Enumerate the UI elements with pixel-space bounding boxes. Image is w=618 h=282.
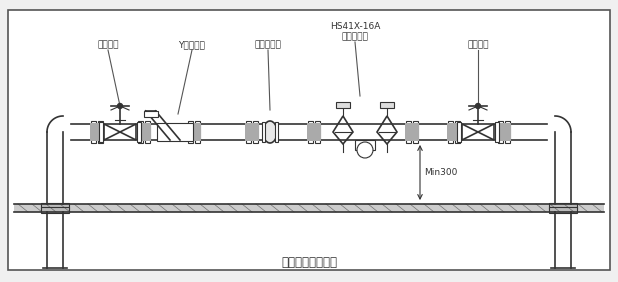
- Text: 图（四）室外安装: 图（四）室外安装: [281, 255, 337, 268]
- Bar: [14, 204, 604, 212]
- Bar: [193, 123, 200, 141]
- Bar: [380, 102, 394, 108]
- Bar: [252, 123, 258, 141]
- Bar: [137, 123, 143, 141]
- Bar: [313, 123, 321, 141]
- Bar: [253, 121, 258, 143]
- Bar: [496, 123, 504, 141]
- Bar: [90, 123, 96, 141]
- Bar: [412, 121, 418, 143]
- Bar: [412, 123, 418, 141]
- Bar: [143, 123, 151, 141]
- Bar: [549, 203, 577, 209]
- Bar: [96, 123, 103, 141]
- Bar: [446, 123, 454, 141]
- Bar: [262, 122, 265, 142]
- Bar: [355, 140, 375, 150]
- Bar: [187, 123, 193, 141]
- Bar: [143, 111, 158, 117]
- Bar: [457, 122, 461, 142]
- Text: 橡胶软接头: 橡胶软接头: [255, 40, 281, 49]
- Bar: [275, 122, 278, 142]
- Bar: [549, 207, 577, 213]
- Bar: [41, 203, 69, 209]
- Bar: [187, 121, 192, 143]
- Bar: [454, 121, 460, 143]
- Bar: [308, 121, 313, 143]
- Bar: [405, 123, 412, 141]
- Bar: [145, 121, 150, 143]
- Bar: [90, 121, 96, 143]
- Circle shape: [357, 142, 373, 158]
- Text: 出口闸阀: 出口闸阀: [467, 40, 489, 49]
- Bar: [454, 123, 460, 141]
- Bar: [315, 121, 320, 143]
- Bar: [447, 121, 452, 143]
- Bar: [245, 121, 250, 143]
- Bar: [497, 121, 502, 143]
- Circle shape: [117, 103, 122, 109]
- Bar: [137, 121, 143, 143]
- Bar: [99, 122, 103, 142]
- Text: Y型过滤器: Y型过滤器: [179, 40, 205, 49]
- Bar: [495, 122, 499, 142]
- Bar: [504, 123, 510, 141]
- Ellipse shape: [263, 121, 277, 143]
- Bar: [98, 121, 103, 143]
- Text: HS41X-16A
防污隔断阀: HS41X-16A 防污隔断阀: [330, 22, 380, 41]
- Bar: [307, 123, 313, 141]
- Bar: [157, 123, 193, 141]
- Text: Min300: Min300: [424, 168, 457, 177]
- Bar: [245, 123, 252, 141]
- Bar: [336, 102, 350, 108]
- Bar: [195, 121, 200, 143]
- Bar: [137, 122, 141, 142]
- Text: 进口闸阀: 进口闸阀: [97, 40, 119, 49]
- Bar: [41, 207, 69, 213]
- Bar: [405, 121, 410, 143]
- Bar: [504, 121, 509, 143]
- Circle shape: [475, 103, 481, 109]
